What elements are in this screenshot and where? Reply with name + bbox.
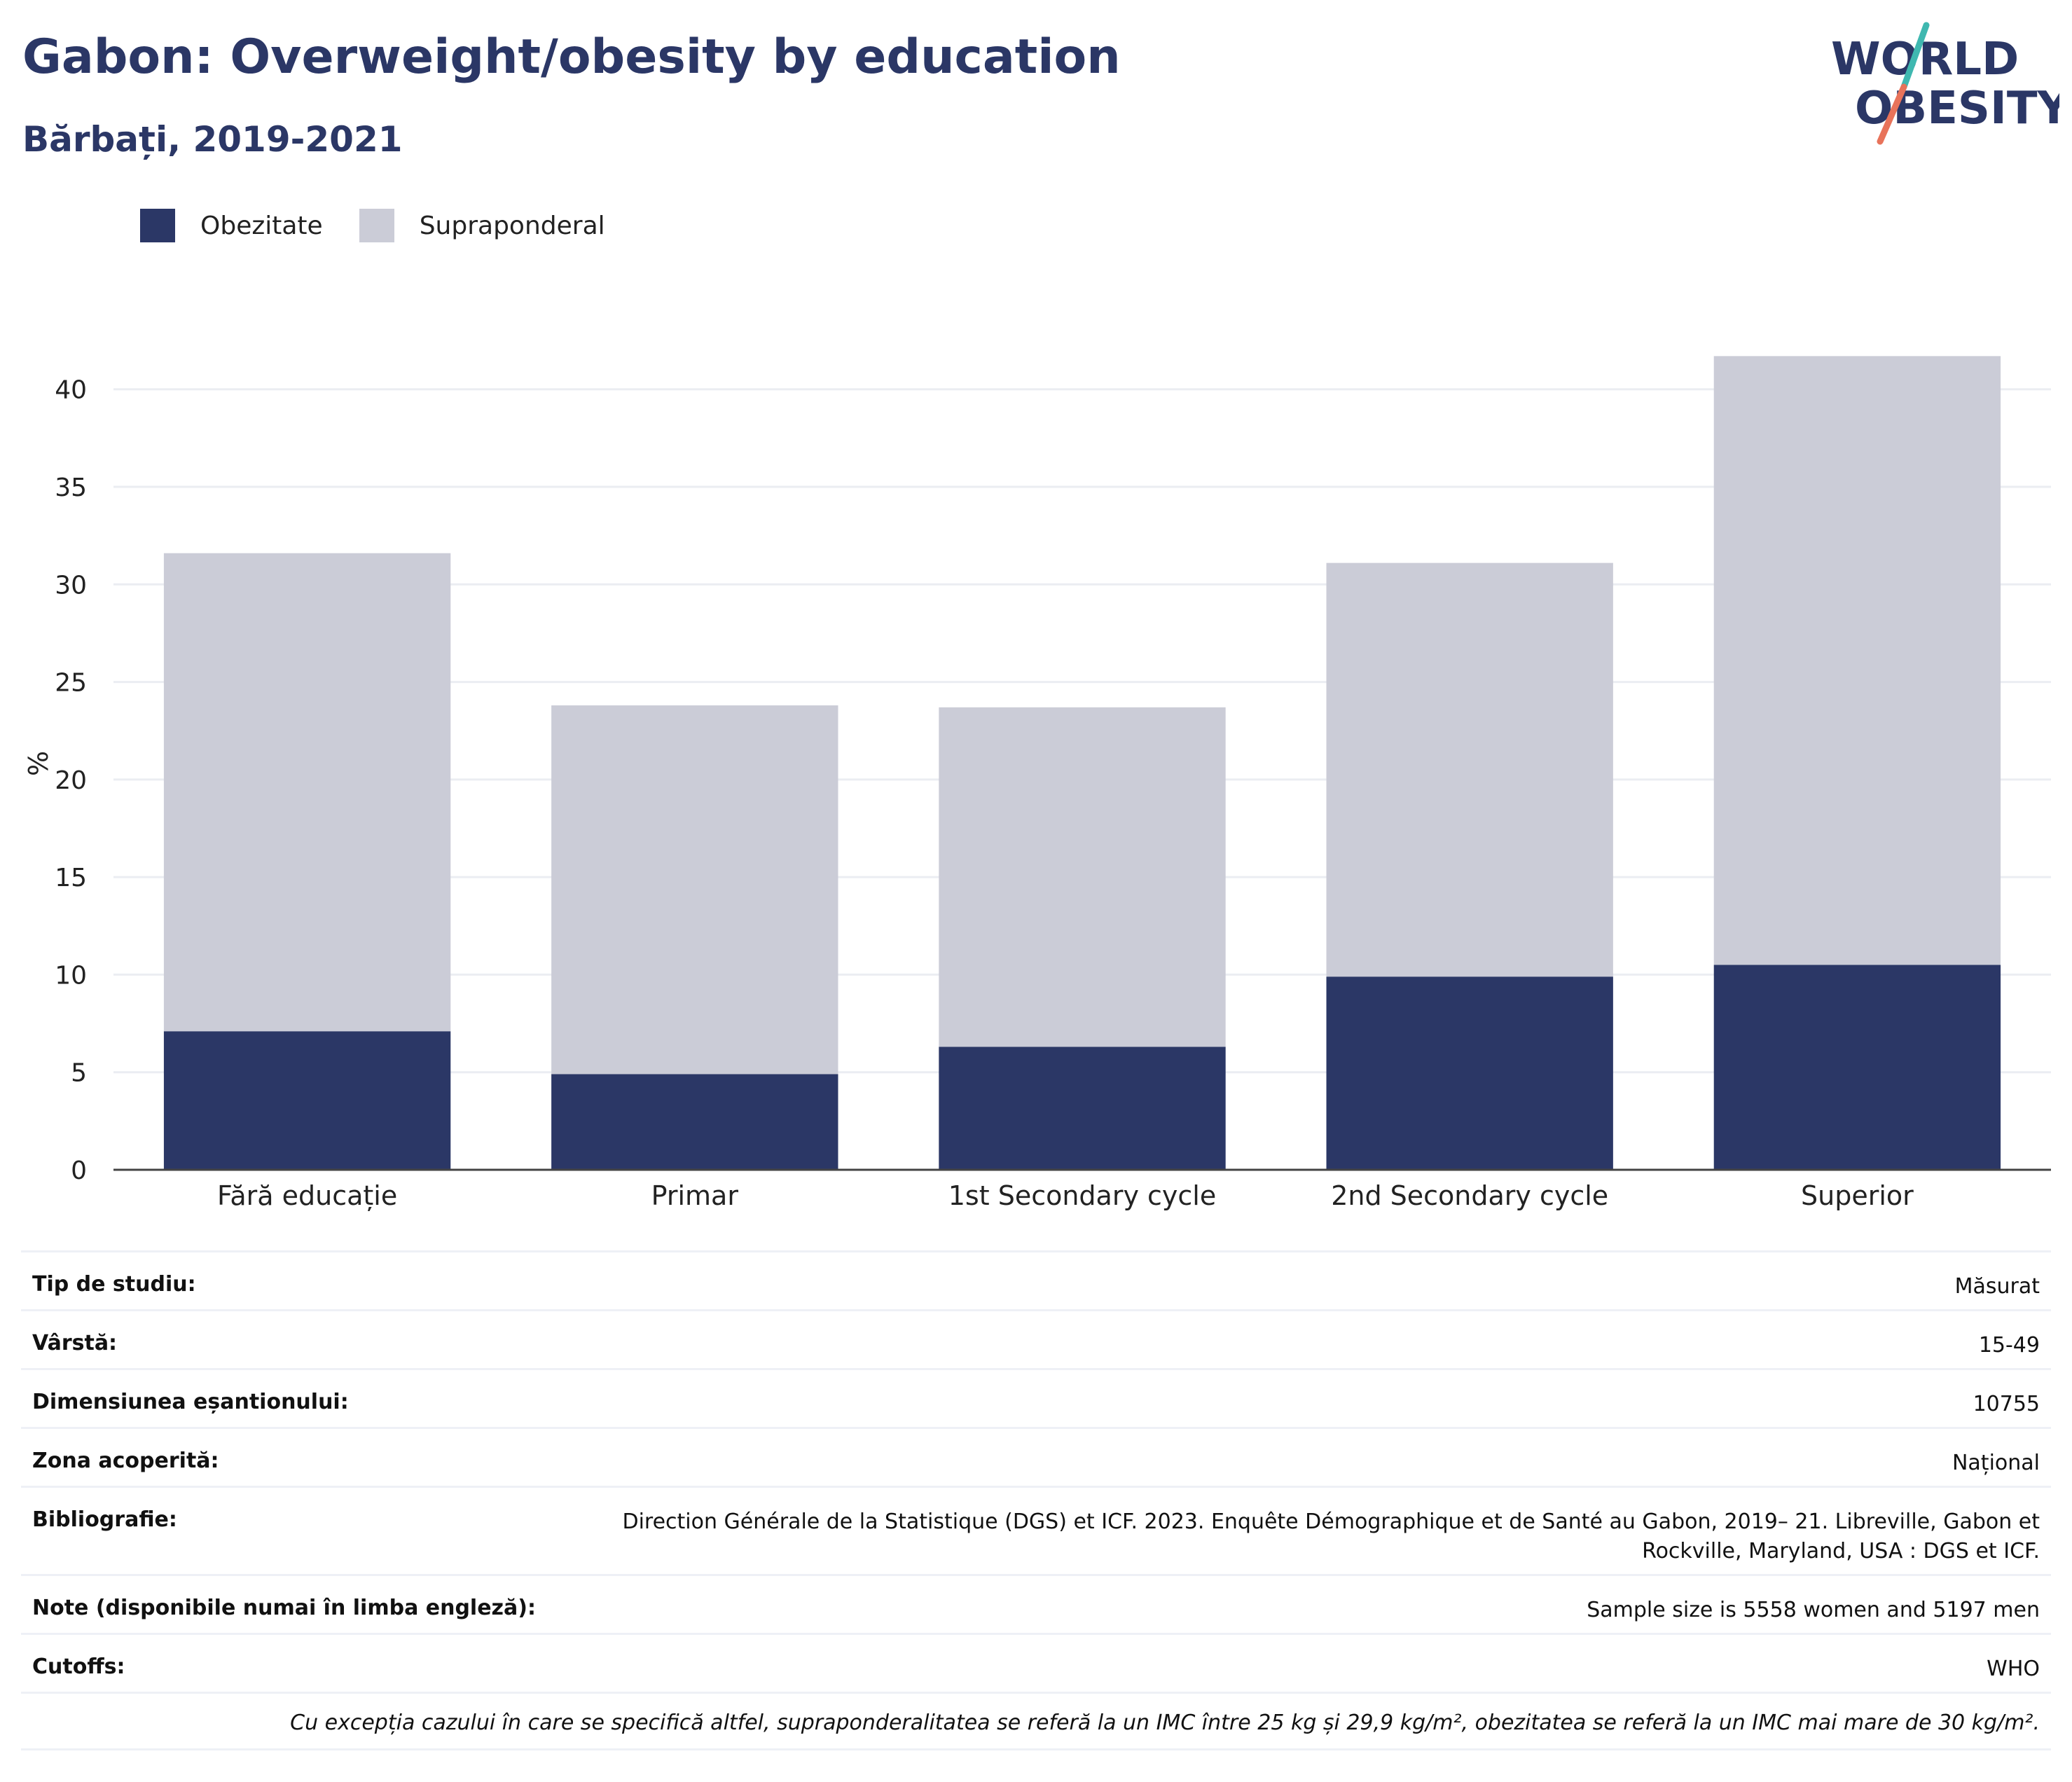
info-value: 10755 xyxy=(1973,1392,2040,1416)
legend-label-supraponderal: Supraponderal xyxy=(419,211,605,240)
info-row-study-type: Tip de studiu: Măsurat xyxy=(21,1250,2051,1309)
bar-supraponderal-3 xyxy=(1326,562,1613,977)
legend-label-obezitate: Obezitate xyxy=(200,211,323,240)
logo-slash-coral xyxy=(1877,83,1907,145)
info-label: Zona acoperită: xyxy=(32,1449,219,1473)
info-row-sample-size: Dimensiunea eșantionului: 10755 xyxy=(21,1368,2051,1427)
bar-obezitate-1 xyxy=(551,1074,838,1170)
info-row-cutoffs: Cutoffs: WHO xyxy=(21,1633,2051,1692)
legend-swatch-supraponderal xyxy=(359,209,394,242)
info-row-age: Vârstă: 15-49 xyxy=(21,1309,2051,1368)
y-tick-label: 5 xyxy=(71,1059,87,1088)
bar-obezitate-4 xyxy=(1713,965,2001,1170)
y-tick-label: 40 xyxy=(55,376,87,405)
y-tick-label: 15 xyxy=(55,864,87,892)
legend-item-obezitate[interactable]: Obezitate xyxy=(140,209,323,242)
info-value: Direction Générale de la Statistique (DG… xyxy=(622,1510,2040,1563)
legend-swatch-obezitate xyxy=(140,209,175,242)
y-tick-label: 25 xyxy=(55,669,87,698)
bar-obezitate-0 xyxy=(163,1031,451,1170)
info-row-notes: Note (disponibile numai în limba engleză… xyxy=(21,1574,2051,1633)
x-tick-label: 1st Secondary cycle xyxy=(948,1180,1217,1211)
info-value: Național xyxy=(1952,1451,2040,1475)
footnote: Cu excepția cazului în care se specifică… xyxy=(21,1692,2051,1750)
info-value: 15-49 xyxy=(1978,1333,2040,1358)
logo-text-world: WORLD xyxy=(1831,34,2019,85)
chart-subtitle: Bărbați, 2019-2021 xyxy=(22,119,403,160)
legend-item-supraponderal[interactable]: Supraponderal xyxy=(359,209,605,242)
info-value: WHO xyxy=(1987,1657,2040,1681)
y-axis-label: % xyxy=(23,751,54,776)
y-tick-label: 20 xyxy=(55,766,87,795)
info-value: Sample size is 5558 women and 5197 men xyxy=(1587,1598,2040,1622)
info-label: Cutoffs: xyxy=(32,1655,125,1679)
x-tick-label: Primar xyxy=(651,1180,739,1211)
y-tick-label: 35 xyxy=(55,474,87,502)
x-tick-label: Fără educație xyxy=(217,1180,397,1211)
bar-supraponderal-4 xyxy=(1713,356,2001,965)
bar-supraponderal-0 xyxy=(163,553,451,1032)
x-tick-label: 2nd Secondary cycle xyxy=(1331,1180,1608,1211)
bar-chart: 0 5 10 15 20 25 30 35 40% Fără educație Primar 1st … xyxy=(23,356,2051,1211)
logo-slash-teal xyxy=(1900,22,1930,90)
bar-obezitate-2 xyxy=(939,1047,1226,1170)
chart-legend: Obezitate Supraponderal xyxy=(140,209,642,242)
bar-obezitate-3 xyxy=(1326,976,1613,1170)
info-label: Vârstă: xyxy=(32,1331,118,1355)
chart-title: Gabon: Overweight/obesity by education xyxy=(22,29,1121,85)
info-label: Tip de studiu: xyxy=(32,1272,196,1297)
y-tick-label: 0 xyxy=(71,1156,87,1185)
info-label: Note (disponibile numai în limba engleză… xyxy=(32,1596,536,1620)
info-value: Măsurat xyxy=(1954,1274,2040,1299)
info-label: Dimensiunea eșantionului: xyxy=(32,1390,349,1414)
world-obesity-logo: WORLD OBESITY xyxy=(1831,22,2059,145)
bar-supraponderal-1 xyxy=(551,705,838,1075)
info-label: Bibliografie: xyxy=(32,1507,177,1532)
info-row-area-covered: Zona acoperită: Național xyxy=(21,1427,2051,1486)
y-tick-label: 30 xyxy=(55,571,87,600)
info-table: Tip de studiu: Măsurat Vârstă: 15-49 Dim… xyxy=(21,1250,2051,1750)
bar-supraponderal-2 xyxy=(939,707,1226,1047)
info-row-bibliography: Bibliografie: Direction Générale de la S… xyxy=(21,1486,2051,1574)
y-tick-label: 10 xyxy=(55,961,87,990)
x-tick-label: Superior xyxy=(1801,1180,1914,1211)
